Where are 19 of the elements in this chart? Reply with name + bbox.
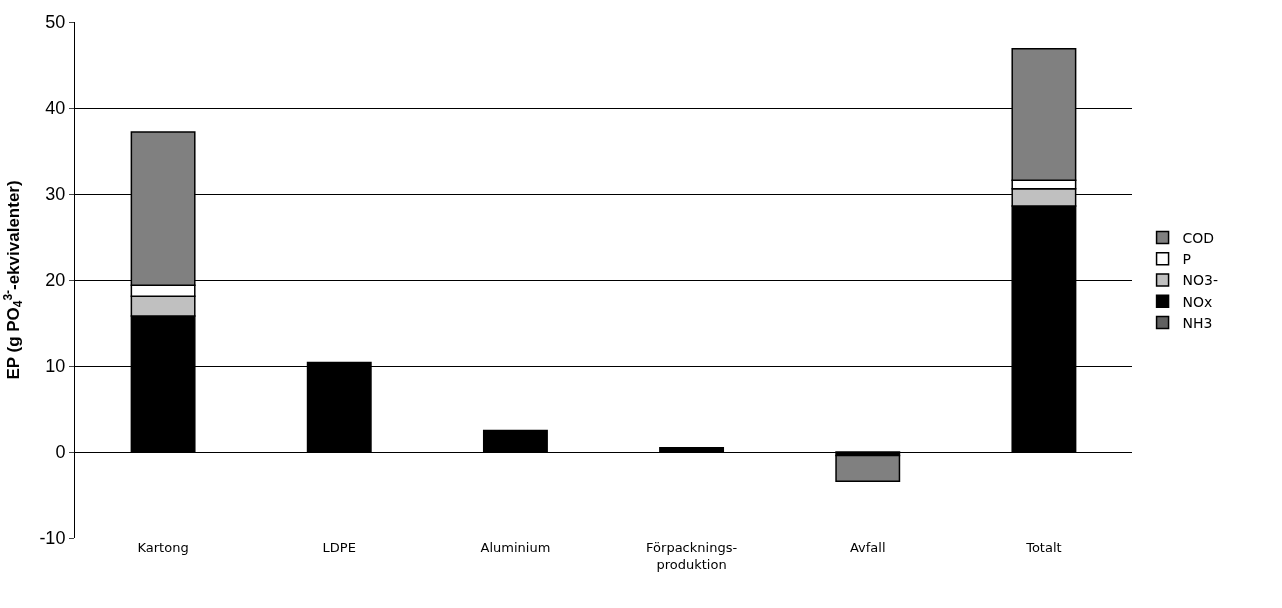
y-tick-label: 50 (45, 12, 66, 33)
y-tick-label: 10 (45, 356, 66, 377)
bar (835, 454, 901, 482)
legend-label: NH3 (1182, 314, 1213, 331)
x-tick-label: Förpacknings- produktion (646, 540, 738, 572)
y-tick-label: 30 (45, 184, 66, 205)
y-tick-label: 0 (55, 442, 66, 463)
x-tick-label: Avfall (849, 540, 886, 555)
legend-label: NO3- (1182, 272, 1219, 289)
x-tick-label: Totalt (1025, 540, 1062, 555)
x-tick-label: Kartong (137, 540, 189, 555)
legend-label: COD (1182, 230, 1215, 247)
x-tick-label: Aluminium (480, 540, 551, 555)
legend-label: NOx (1182, 293, 1213, 310)
x-tick-label: LDPE (322, 540, 356, 555)
y-tick-label: 40 (45, 98, 66, 119)
legend-label: P (1182, 251, 1192, 268)
y-tick-label: 20 (45, 270, 66, 291)
y-tick-label: -10 (39, 528, 66, 549)
